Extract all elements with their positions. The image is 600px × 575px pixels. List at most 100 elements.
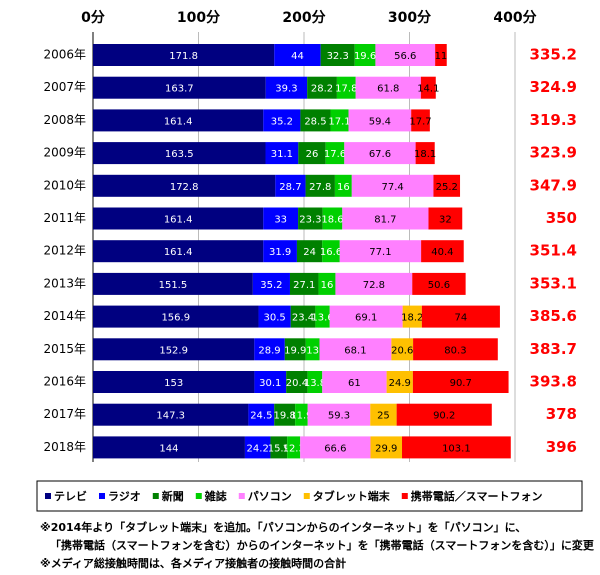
bar-segment [402,305,422,328]
bar-segment [315,305,330,328]
data-label: 163.7 [165,84,194,95]
data-label: 13.8 [304,378,326,389]
data-label: 15.9 [268,443,290,454]
bar-segment [336,76,356,99]
total-label: 319.3 [530,111,577,129]
data-label: 44 [291,51,304,62]
y-tick-label: 2018年 [43,440,86,454]
bar-segment [93,436,245,459]
bar-segment [320,44,355,66]
data-label: 151.5 [159,280,188,291]
legend-label: 雑誌 [204,489,227,503]
bar-segment [290,305,316,328]
legend-swatch [238,493,245,499]
bar-segment [93,305,259,328]
data-label: 172.8 [170,182,199,193]
data-label: 13 [306,345,319,356]
bar-segment [435,44,447,66]
bar-segment [375,44,436,66]
data-label: 90.7 [450,378,472,389]
data-label: 31.1 [271,149,293,160]
data-label: 59.3 [328,411,350,422]
data-label: 103.1 [442,443,471,454]
data-label: 56.6 [394,51,416,62]
bar-segment [330,109,349,132]
bar-segment [354,44,376,66]
bar-segment [421,305,500,328]
bar-segment [93,76,266,99]
bar-segment [275,174,306,197]
data-label: 29.9 [375,443,397,454]
y-tick-label: 2013年 [43,276,86,290]
data-label: 17.6 [324,149,346,160]
data-label: 19.8 [274,411,296,422]
bar-segment [307,371,323,393]
data-label: 35.2 [260,280,282,291]
bar-segment [93,371,255,393]
y-tick-label: 2006年 [43,48,86,62]
data-label: 156.9 [161,313,190,324]
chart: 0分 100分 200分 300分 400分 2006年 171.8 44 32.3 19.6 56… [36,10,583,512]
legend-label: ラジオ [108,490,141,503]
data-label: 147.3 [156,411,185,422]
bar-segment [415,142,435,165]
bar-segment [263,207,299,230]
data-label: 18.2 [401,313,423,324]
data-label: 61.8 [377,84,399,95]
bar-segment [370,403,397,426]
data-label: 81.7 [374,215,396,226]
data-label: 17.1 [328,116,350,127]
bar-segment [93,207,264,230]
data-label: 24.9 [389,378,411,389]
bar-segment [93,338,255,361]
bar-segment [421,240,464,263]
legend-label: 新聞 [162,489,184,503]
bar-segment [295,403,308,426]
data-label: 31.9 [269,247,291,258]
data-label: 30.1 [259,378,281,389]
bar-segment [305,338,320,361]
bar-segment [396,403,492,426]
bar-segment [263,240,297,263]
bar-segment [286,371,308,393]
data-label: 171.8 [169,51,198,62]
data-label: 32.3 [327,51,349,62]
data-label: 19.6 [354,51,376,62]
bar-segment [307,403,371,426]
data-label: 18.1 [414,149,436,160]
bar-segment [254,338,285,361]
bar-segment [274,403,296,426]
data-label: 28.9 [258,345,280,356]
legend-label: パソコン [248,490,292,503]
bar-segment [93,272,253,295]
x-tick-label: 100分 [177,10,220,26]
data-label: 16 [337,182,350,193]
bar-segment [274,44,321,66]
data-label: 59.4 [369,116,391,127]
bar-segment [93,44,275,66]
total-label: 353.1 [530,274,577,292]
data-label: 23.4 [292,313,314,324]
x-tick-label: 0分 [81,10,105,26]
bar-segment [298,207,323,230]
legend-swatch [195,493,202,499]
bar-segment [339,240,422,263]
data-label: 11.9 [290,411,312,422]
bar-segment [433,174,461,197]
data-label: 30.5 [263,313,285,324]
bar-segment [318,272,336,295]
bar-segment [412,371,509,393]
bar-segment [342,207,429,230]
data-label: 27.8 [309,182,331,193]
data-label: 33 [274,215,287,226]
y-tick-label: 2007年 [43,80,86,94]
data-label: 17.7 [409,116,431,127]
bar-segment [93,403,249,426]
data-label: 25.2 [436,182,458,193]
total-label: 383.7 [530,340,577,358]
data-label: 18.6 [321,215,343,226]
y-tick-label: 2012年 [43,244,86,258]
y-tick-label: 2010年 [43,178,86,192]
total-label: 393.8 [530,373,577,391]
